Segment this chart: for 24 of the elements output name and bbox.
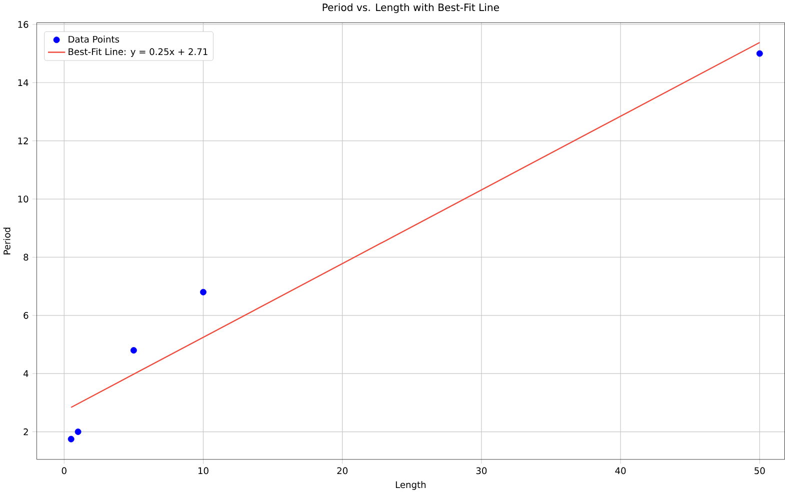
point xyxy=(130,347,137,354)
x-axis-title: Length xyxy=(396,480,426,490)
legend-label: Best-Fit Line: y = 0.25x + 2.71 xyxy=(68,48,208,57)
x-tick-label: 40 xyxy=(615,467,626,474)
x-tick-label: 30 xyxy=(476,467,487,474)
y-axis-title: Period xyxy=(3,228,10,254)
y-tick-label: 12 xyxy=(18,137,28,144)
y-tick-label: 14 xyxy=(18,79,28,86)
y-tick-label: 8 xyxy=(24,254,28,261)
point xyxy=(74,428,82,435)
y-tick-label: 16 xyxy=(18,20,28,28)
point xyxy=(756,50,763,57)
y-tick-label: 10 xyxy=(18,196,28,202)
x-tick-label: 10 xyxy=(198,467,208,474)
x-tick-label: 20 xyxy=(337,467,348,474)
y-tick-label: 4 xyxy=(23,370,28,377)
legend-label: Data Points xyxy=(68,36,120,43)
point xyxy=(68,436,74,442)
point xyxy=(200,288,206,296)
chart-title: Period vs. Length with Best-Fit Line xyxy=(322,3,499,14)
y-tick-label: 2 xyxy=(24,428,28,436)
x-tick-label: 50 xyxy=(754,467,765,474)
x-tick-label: 0 xyxy=(62,467,66,474)
y-tick-label: 6 xyxy=(24,312,28,319)
